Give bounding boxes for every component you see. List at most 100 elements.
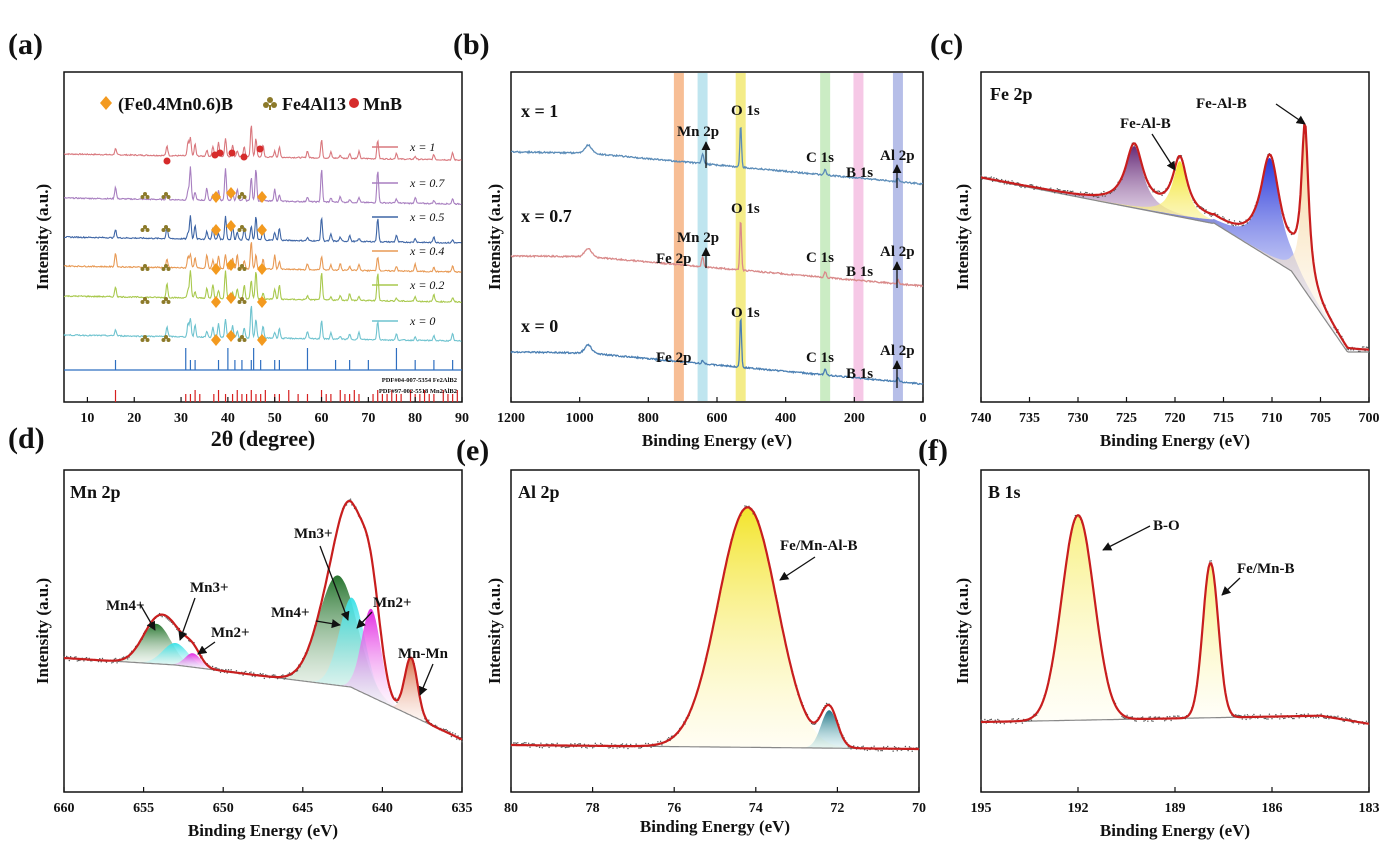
data-point <box>567 746 569 748</box>
data-point <box>980 175 982 177</box>
data-point <box>184 632 186 634</box>
data-point <box>1293 717 1295 720</box>
peak-label: Al 2p <box>880 148 915 164</box>
data-point <box>1328 718 1330 720</box>
club-marker <box>161 195 166 199</box>
data-point <box>1059 189 1061 191</box>
data-point <box>1101 195 1104 197</box>
panel-b-ylabel: Intensity (a.u.) <box>485 184 504 290</box>
xtick-label: 74 <box>749 801 763 816</box>
club-marker <box>166 195 171 199</box>
data-point <box>211 665 214 668</box>
curve-label: x = 1 <box>521 101 558 121</box>
fit-component <box>645 507 850 749</box>
data-point <box>271 674 273 676</box>
data-point <box>529 746 531 748</box>
data-point <box>1091 192 1093 195</box>
data-point <box>1157 190 1159 192</box>
xtick-label: 800 <box>638 411 659 426</box>
data-point <box>744 505 746 507</box>
panel-b-survey: 1200 1000 800 600 400 200 0 x = 1 x = 0.7 x = 0 M… <box>485 71 927 450</box>
data-point <box>1020 186 1022 188</box>
data-point <box>1341 716 1343 719</box>
data-point <box>1158 190 1161 193</box>
xrd-series-line <box>63 270 462 304</box>
xtick-label: 645 <box>292 801 313 816</box>
xtick-label: 10 <box>80 411 94 426</box>
data-point <box>1361 346 1364 348</box>
data-point <box>1122 716 1124 719</box>
xtick-label: 635 <box>452 801 473 816</box>
club-marker <box>145 195 150 199</box>
data-point <box>85 656 88 659</box>
data-point <box>282 674 284 676</box>
data-point <box>1152 720 1154 722</box>
xtick-label: 70 <box>912 801 926 816</box>
data-point <box>995 177 998 180</box>
legend-label: x = 1 <box>409 140 435 154</box>
panel-d-title: Mn 2p <box>70 482 121 502</box>
data-point <box>1021 722 1024 724</box>
circle-marker <box>349 98 359 108</box>
data-point <box>1143 720 1145 722</box>
data-point <box>446 729 449 732</box>
data-point <box>1266 718 1268 720</box>
panel-b-xlabel: Binding Energy (eV) <box>642 431 792 450</box>
fit-component <box>341 608 401 711</box>
legend-label: x = 0.4 <box>409 244 444 258</box>
data-point <box>650 746 652 749</box>
circle-marker <box>240 153 248 161</box>
data-point <box>1151 720 1153 722</box>
diamond-marker <box>211 224 221 236</box>
club-marker <box>166 267 171 271</box>
arrow <box>139 603 156 631</box>
data-point <box>564 746 567 749</box>
data-point <box>1325 717 1328 720</box>
xtick-label: 710 <box>1262 411 1283 426</box>
peak-label: Mn-Mn <box>398 646 449 662</box>
xtick-label: 76 <box>667 801 681 816</box>
data-point <box>657 741 659 743</box>
data-point <box>115 657 117 660</box>
envelope-line <box>981 513 1370 725</box>
data-point <box>461 740 463 743</box>
data-point <box>1017 718 1020 720</box>
panel-d-frame <box>63 469 463 793</box>
club-marker <box>140 267 145 271</box>
curve-label: x = 0 <box>521 316 558 336</box>
xtick-label: 183 <box>1359 801 1380 816</box>
data-point <box>635 743 637 745</box>
data-point <box>1196 206 1198 208</box>
panel-c-ylabel: Intensity (a.u.) <box>953 184 972 290</box>
data-point <box>527 742 530 745</box>
data-point <box>259 672 262 675</box>
data-point <box>1249 718 1251 720</box>
data-point <box>1103 190 1105 193</box>
circle-marker <box>216 149 224 157</box>
data-point <box>659 740 662 743</box>
club-marker <box>240 225 244 229</box>
data-point <box>1368 350 1370 352</box>
data-point <box>1011 718 1013 720</box>
xtick-label: 650 <box>213 801 234 816</box>
data-point <box>1141 716 1144 718</box>
peak-label: Mn3+ <box>294 526 333 542</box>
data-point <box>515 742 518 745</box>
peak-label: C 1s <box>806 250 834 266</box>
fit-component <box>1088 161 1271 259</box>
data-point <box>1057 189 1060 191</box>
data-point <box>245 670 247 673</box>
club-marker <box>237 195 242 199</box>
club-marker <box>143 192 147 196</box>
data-point <box>908 746 911 748</box>
data-point <box>1033 188 1035 191</box>
xtick-label: 400 <box>775 411 796 426</box>
panel-d-xlabel: Binding Energy (eV) <box>188 821 338 840</box>
club-marker <box>145 300 150 304</box>
diamond-marker <box>226 259 236 271</box>
data-point <box>1054 192 1056 194</box>
data-point <box>1209 560 1211 562</box>
data-point <box>1279 718 1281 720</box>
xtick-label: 655 <box>133 801 154 816</box>
diamond-marker <box>257 296 267 308</box>
